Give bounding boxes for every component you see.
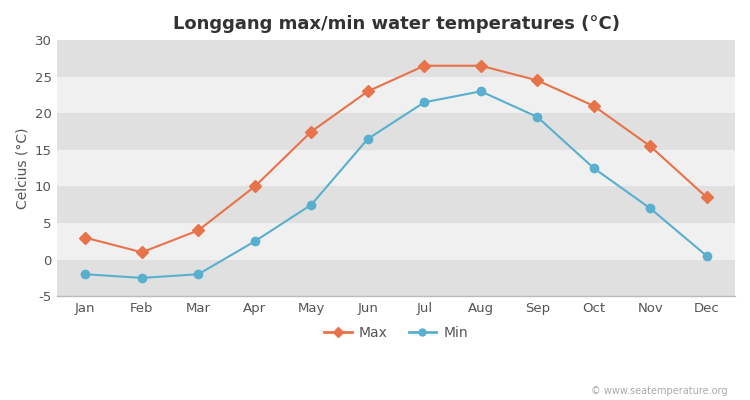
Y-axis label: Celcius (°C): Celcius (°C)	[15, 127, 29, 209]
Bar	[57, 223, 735, 260]
Bar	[57, 113, 735, 150]
Title: Longgang max/min water temperatures (°C): Longgang max/min water temperatures (°C)	[172, 15, 620, 33]
Bar	[57, 150, 735, 186]
Text: © www.seatemperature.org: © www.seatemperature.org	[591, 386, 728, 396]
Bar	[57, 260, 735, 296]
Legend: Max, Min: Max, Min	[319, 320, 473, 346]
Bar	[57, 77, 735, 113]
Bar	[57, 186, 735, 223]
Bar	[57, 40, 735, 77]
